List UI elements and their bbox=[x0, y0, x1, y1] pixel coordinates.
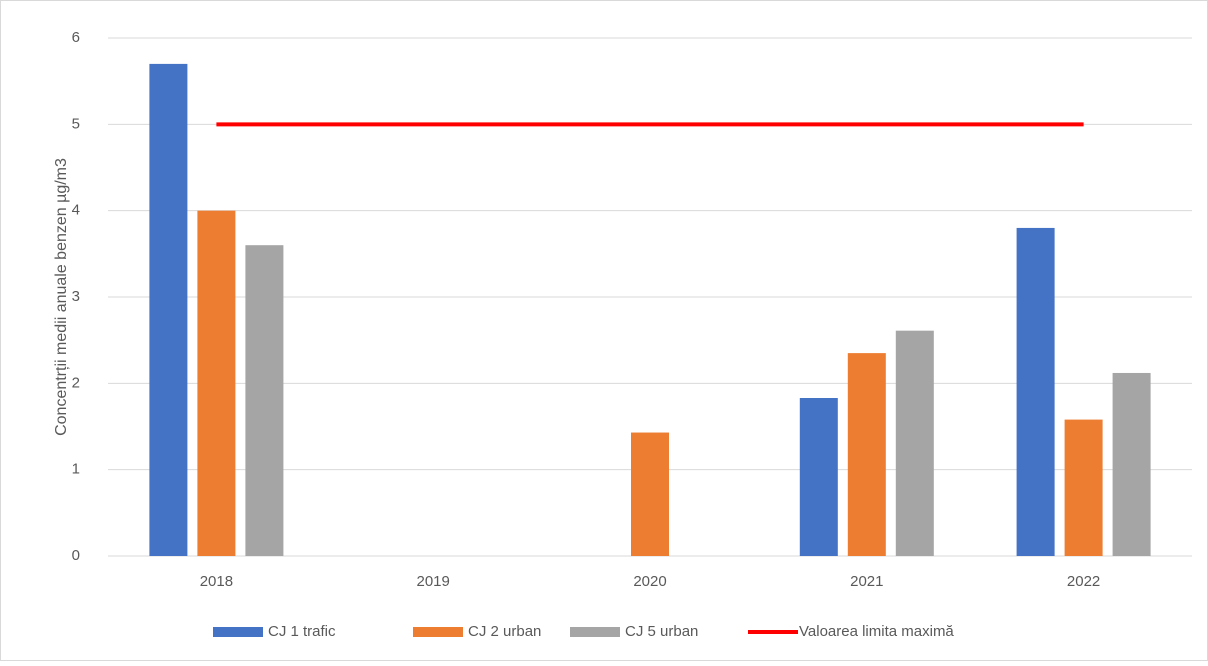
legend-swatch bbox=[413, 627, 463, 637]
bar bbox=[1016, 227, 1055, 556]
legend-swatch bbox=[570, 627, 620, 637]
bar bbox=[799, 398, 838, 556]
y-tick-label: 2 bbox=[72, 374, 80, 391]
x-tick-label: 2019 bbox=[417, 573, 450, 590]
legend-swatch bbox=[213, 627, 263, 637]
x-tick-label: 2020 bbox=[633, 573, 666, 590]
y-tick-label: 6 bbox=[72, 29, 80, 46]
bar bbox=[197, 210, 236, 556]
bar bbox=[245, 245, 284, 556]
legend-label: Valoarea limita maximă bbox=[799, 623, 954, 640]
y-tick-label: 0 bbox=[72, 547, 80, 564]
y-tick-label: 1 bbox=[72, 461, 80, 478]
bar bbox=[149, 63, 188, 557]
legend-label: CJ 1 trafic bbox=[268, 623, 336, 640]
legend-label: CJ 2 urban bbox=[468, 623, 541, 640]
y-axis-label: Concentrții medii anuale benzen µg/m3 bbox=[53, 158, 70, 436]
y-tick-label: 4 bbox=[72, 202, 80, 219]
x-tick-label: 2022 bbox=[1067, 573, 1100, 590]
bar bbox=[631, 432, 669, 556]
y-tick-label: 3 bbox=[72, 288, 80, 305]
legend-label: CJ 5 urban bbox=[625, 623, 698, 640]
bar bbox=[847, 353, 886, 556]
bar bbox=[1112, 372, 1151, 556]
x-tick-label: 2021 bbox=[850, 573, 883, 590]
bar bbox=[895, 330, 934, 556]
x-tick-label: 2018 bbox=[200, 573, 233, 590]
bar bbox=[1064, 419, 1103, 556]
y-tick-label: 5 bbox=[72, 115, 80, 132]
